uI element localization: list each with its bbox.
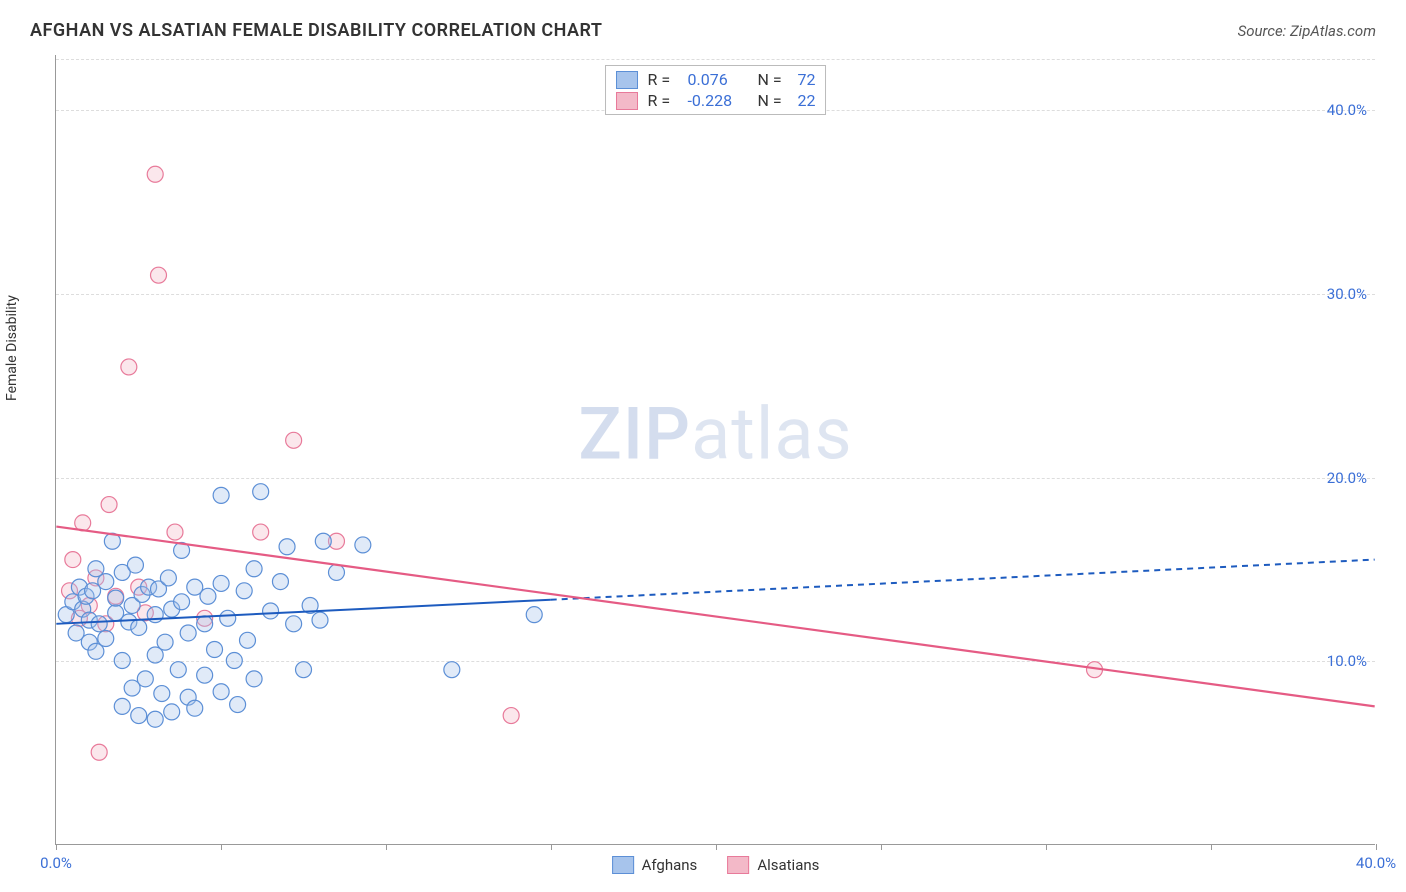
legend-item-alsatians: Alsatians (727, 856, 819, 874)
xtick-label: 40.0% (1356, 854, 1396, 872)
n-label: N = (758, 70, 788, 89)
n-value-alsatians: 22 (798, 91, 816, 110)
source-attribution: Source: ZipAtlas.com (1238, 22, 1376, 40)
swatch-alsatians (727, 856, 749, 874)
r-label: R = (648, 70, 678, 89)
scatter-svg (56, 55, 1375, 844)
correlation-legend: R = 0.076 N = 72 R = -0.228 N = 22 (605, 65, 827, 115)
legend-row-afghans: R = 0.076 N = 72 (616, 70, 816, 89)
r-value-afghans: 0.076 (688, 70, 748, 89)
legend-item-afghans: Afghans (612, 856, 698, 874)
legend-label-alsatians: Alsatians (757, 856, 819, 874)
chart-plot-area: ZIPatlas 10.0%20.0%30.0%40.0% 0.0%40.0% … (55, 55, 1375, 845)
swatch-afghans (616, 71, 638, 89)
legend-row-alsatians: R = -0.228 N = 22 (616, 91, 816, 110)
xtick-label: 0.0% (40, 854, 72, 872)
r-value-alsatians: -0.228 (688, 91, 748, 110)
n-value-afghans: 72 (798, 70, 816, 89)
legend-label-afghans: Afghans (642, 856, 698, 874)
r-label: R = (648, 91, 678, 110)
swatch-alsatians (616, 92, 638, 110)
n-label: N = (758, 91, 788, 110)
series-legend: Afghans Alsatians (612, 856, 820, 874)
chart-title: AFGHAN VS ALSATIAN FEMALE DISABILITY COR… (30, 20, 602, 41)
swatch-afghans (612, 856, 634, 874)
y-axis-label: Female Disability (4, 295, 20, 401)
